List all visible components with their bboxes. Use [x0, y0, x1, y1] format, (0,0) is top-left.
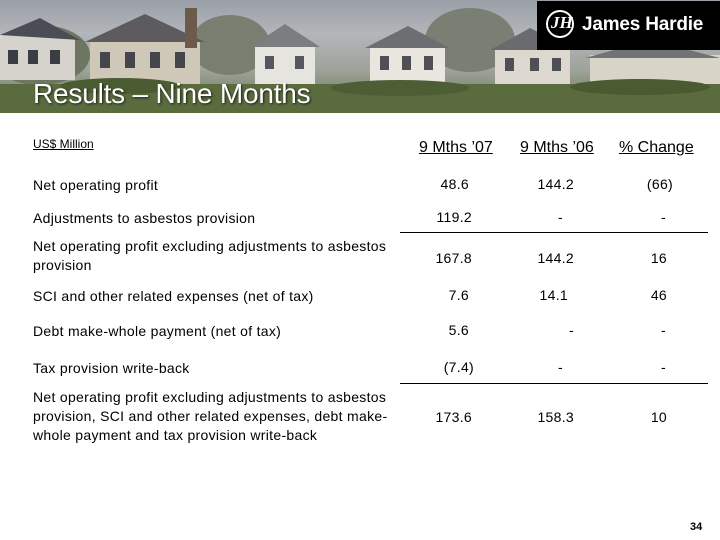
cell-percent-change: 16	[650, 250, 667, 266]
cell-9-mths-07: 5.6	[448, 322, 469, 338]
cell-percent-change: -	[661, 209, 666, 225]
cell-percent-change: 10	[650, 409, 667, 425]
column-header-9-mths-07: 9 Mths ’07	[419, 139, 493, 156]
row-divider	[400, 232, 708, 233]
page-title: Results – Nine Months	[33, 78, 311, 109]
cell-9-mths-06: -	[558, 359, 563, 375]
houses-photo	[0, 8, 720, 113]
row-label: Net operating profit	[33, 177, 159, 193]
cell-9-mths-06: 144.2	[537, 176, 574, 192]
cell-percent-change: (66)	[646, 176, 673, 192]
units-label: US$ Million	[33, 137, 94, 151]
cell-9-mths-06: -	[558, 209, 563, 225]
row-label: Net operating profit excluding adjustmen…	[33, 389, 388, 443]
cell-9-mths-07: 119.2	[436, 209, 472, 225]
cell-9-mths-07: 48.6	[440, 176, 469, 192]
row-label: SCI and other related expenses (net of t…	[33, 288, 314, 304]
cell-9-mths-06: 14.1	[539, 287, 568, 303]
row-divider	[400, 383, 708, 384]
cell-9-mths-06: -	[569, 322, 574, 338]
row-label: Tax provision write-back	[33, 360, 190, 376]
row-label: Adjustments to asbestos provision	[33, 210, 256, 226]
cell-percent-change: 46	[650, 287, 667, 303]
brand-logo: JH James Hardie	[537, 1, 720, 50]
page-number: 34	[690, 521, 703, 533]
cell-9-mths-07: 173.6	[435, 409, 472, 425]
cell-9-mths-06: 158.3	[537, 409, 574, 425]
cell-9-mths-07: 7.6	[448, 287, 469, 303]
cell-9-mths-07: (7.4)	[443, 359, 474, 375]
header-banner: JH James Hardie Results – Nine Months	[0, 0, 720, 113]
column-header-percent-change: % Change	[619, 139, 694, 156]
brand-name: James Hardie	[582, 14, 704, 35]
cell-9-mths-06: 144.2	[537, 250, 574, 266]
cell-percent-change: -	[661, 359, 666, 375]
brand-mark-icon: JH	[546, 10, 574, 38]
column-header-9-mths-06: 9 Mths ’06	[520, 139, 594, 156]
row-label: Net operating profit excluding adjustmen…	[33, 238, 387, 273]
cell-9-mths-07: 167.8	[435, 250, 472, 266]
cell-percent-change: -	[661, 322, 666, 338]
row-label: Debt make-whole payment (net of tax)	[33, 323, 282, 339]
